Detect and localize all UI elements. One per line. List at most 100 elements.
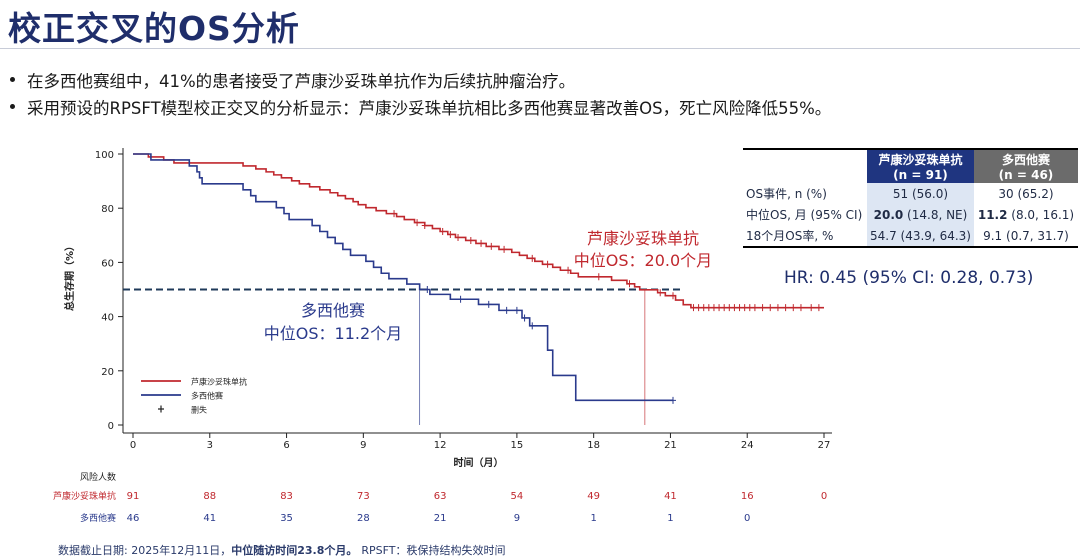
censor-mark — [690, 304, 697, 312]
censor-mark — [721, 304, 728, 312]
x-tick-label: 24 — [741, 440, 754, 451]
censor-mark — [503, 306, 510, 314]
cell-arm-a: 20.0 (14.8, NE) — [867, 204, 974, 225]
risk-count: 28 — [357, 513, 370, 524]
censor-mark — [421, 222, 428, 230]
censor-mark — [467, 236, 474, 244]
risk-count: 54 — [511, 491, 524, 502]
risk-table-title: 风险人数 — [80, 471, 116, 483]
bullet-dot — [10, 104, 15, 109]
legend-label: 删失 — [191, 405, 207, 415]
risk-count: 88 — [203, 491, 216, 502]
censor-mark — [741, 304, 748, 312]
annotation-arm-a-name: 芦康沙妥珠单抗 — [587, 229, 699, 248]
series-line-arm-b — [133, 153, 674, 402]
footnote-followup: 中位随访时间23.8个月。 — [231, 544, 358, 557]
censor-mark — [767, 304, 774, 312]
header-name: 芦康沙妥珠单抗 — [878, 153, 963, 167]
risk-count: 83 — [280, 491, 293, 502]
x-tick-label: 6 — [283, 440, 289, 451]
page-title: 校正交叉的OS分析 — [8, 9, 300, 48]
censor-mark — [595, 273, 602, 281]
legend-label: 多西他赛 — [191, 391, 223, 401]
annotation-arm-a-median: 中位OS：20.0个月 — [574, 251, 712, 270]
censor-mark — [759, 304, 766, 312]
censor-mark — [414, 219, 421, 227]
x-axis-label: 时间（月） — [454, 456, 504, 469]
censor-mark — [716, 304, 723, 312]
y-tick-label: 40 — [101, 313, 114, 324]
censor-mark — [521, 314, 528, 322]
footnote: 数据截止日期: 2025年12月11日，中位随访时间23.8个月。 RPSFT：秩… — [58, 542, 505, 558]
censor-mark — [670, 292, 677, 300]
table-header-arm-a: 芦康沙妥珠单抗 (n = 91) — [867, 149, 974, 183]
censor-mark — [746, 304, 753, 312]
censor-mark — [731, 304, 738, 312]
cell-arm-b: 9.1 (0.7, 31.7) — [983, 228, 1069, 243]
censor-mark — [455, 233, 462, 241]
censor-mark — [457, 295, 464, 303]
risk-count: 41 — [664, 491, 677, 502]
censor-mark — [657, 289, 664, 297]
bullet-text: 采用预设的RPSFT模型校正交叉的分析显示：芦康沙妥珠单抗相比多西他赛显著改善O… — [27, 98, 832, 118]
x-tick-label: 27 — [818, 440, 831, 451]
hazard-ratio: HR: 0.45 (95% CI: 0.28, 0.73) — [784, 268, 1034, 288]
risk-count: 73 — [357, 491, 370, 502]
censor-mark — [736, 304, 743, 312]
risk-count: 91 — [127, 491, 140, 502]
risk-count: 49 — [587, 491, 600, 502]
censor-mark — [797, 304, 804, 312]
risk-count: 41 — [203, 513, 216, 524]
x-tick-label: 18 — [587, 440, 600, 451]
table-header-arm-b: 多西他赛 (n = 46) — [973, 149, 1078, 183]
risk-count: 1 — [590, 513, 596, 524]
row-label: 中位OS, 月 (95% CI) — [746, 208, 863, 222]
header-n: (n = 46) — [998, 168, 1054, 182]
censor-mark — [815, 304, 822, 312]
censor-mark — [501, 245, 508, 253]
censor-mark — [710, 304, 717, 312]
row-label: OS事件, n (%) — [746, 187, 827, 201]
censor-mark — [478, 239, 485, 247]
censor-mark — [565, 266, 572, 274]
x-tick-label: 21 — [664, 440, 677, 451]
row-label: 18个月OS率, % — [746, 229, 834, 243]
risk-count: 9 — [514, 513, 520, 524]
censor-mark — [529, 322, 536, 330]
censor-mark — [751, 304, 758, 312]
cell-bold-value: 11.2 — [977, 207, 1008, 222]
censor-mark — [391, 210, 398, 218]
header-name: 多西他赛 — [1001, 153, 1050, 167]
censor-mark — [774, 304, 781, 312]
annotation-arm-b-name: 多西他赛 — [301, 301, 365, 320]
censor-mark — [447, 230, 454, 238]
table-row: 18个月OS率, % 54.7 (43.9, 64.3) 9.1 (0.7, 3… — [743, 225, 1078, 247]
risk-count: 63 — [434, 491, 447, 502]
censor-mark — [544, 260, 551, 268]
censor-mark — [670, 396, 677, 404]
censor-mark — [439, 228, 446, 236]
risk-count: 0 — [744, 513, 750, 524]
bullet-dot — [10, 77, 15, 82]
censor-mark — [808, 304, 815, 312]
legend-label: 芦康沙妥珠单抗 — [191, 377, 247, 387]
censor-mark — [513, 306, 520, 314]
risk-count: 0 — [821, 491, 827, 502]
footnote-date: 数据截止日期: 2025年12月11日， — [58, 544, 232, 557]
cell-arm-a: 54.7 (43.9, 64.3) — [867, 225, 974, 247]
censor-mark — [529, 254, 536, 262]
table-row: 中位OS, 月 (95% CI) 20.0 (14.8, NE) 11.2 (8… — [743, 204, 1078, 225]
censor-mark — [726, 304, 733, 312]
censor-mark — [705, 304, 712, 312]
cell-ci: (14.8, NE) — [903, 207, 968, 222]
table-corner — [743, 149, 867, 183]
x-tick-label: 12 — [434, 440, 447, 451]
censor-mark — [782, 304, 789, 312]
censor-mark — [695, 304, 702, 312]
bullet-item: 采用预设的RPSFT模型校正交叉的分析显示：芦康沙妥珠单抗相比多西他赛显著改善O… — [10, 93, 831, 120]
cell-arm-b: 30 (65.2) — [998, 186, 1054, 201]
censor-mark — [700, 304, 707, 312]
summary-table: 芦康沙妥珠单抗 (n = 91) 多西他赛 (n = 46) OS事件, n (%)… — [743, 148, 1078, 248]
cell-bold-value: 20.0 — [873, 207, 904, 222]
